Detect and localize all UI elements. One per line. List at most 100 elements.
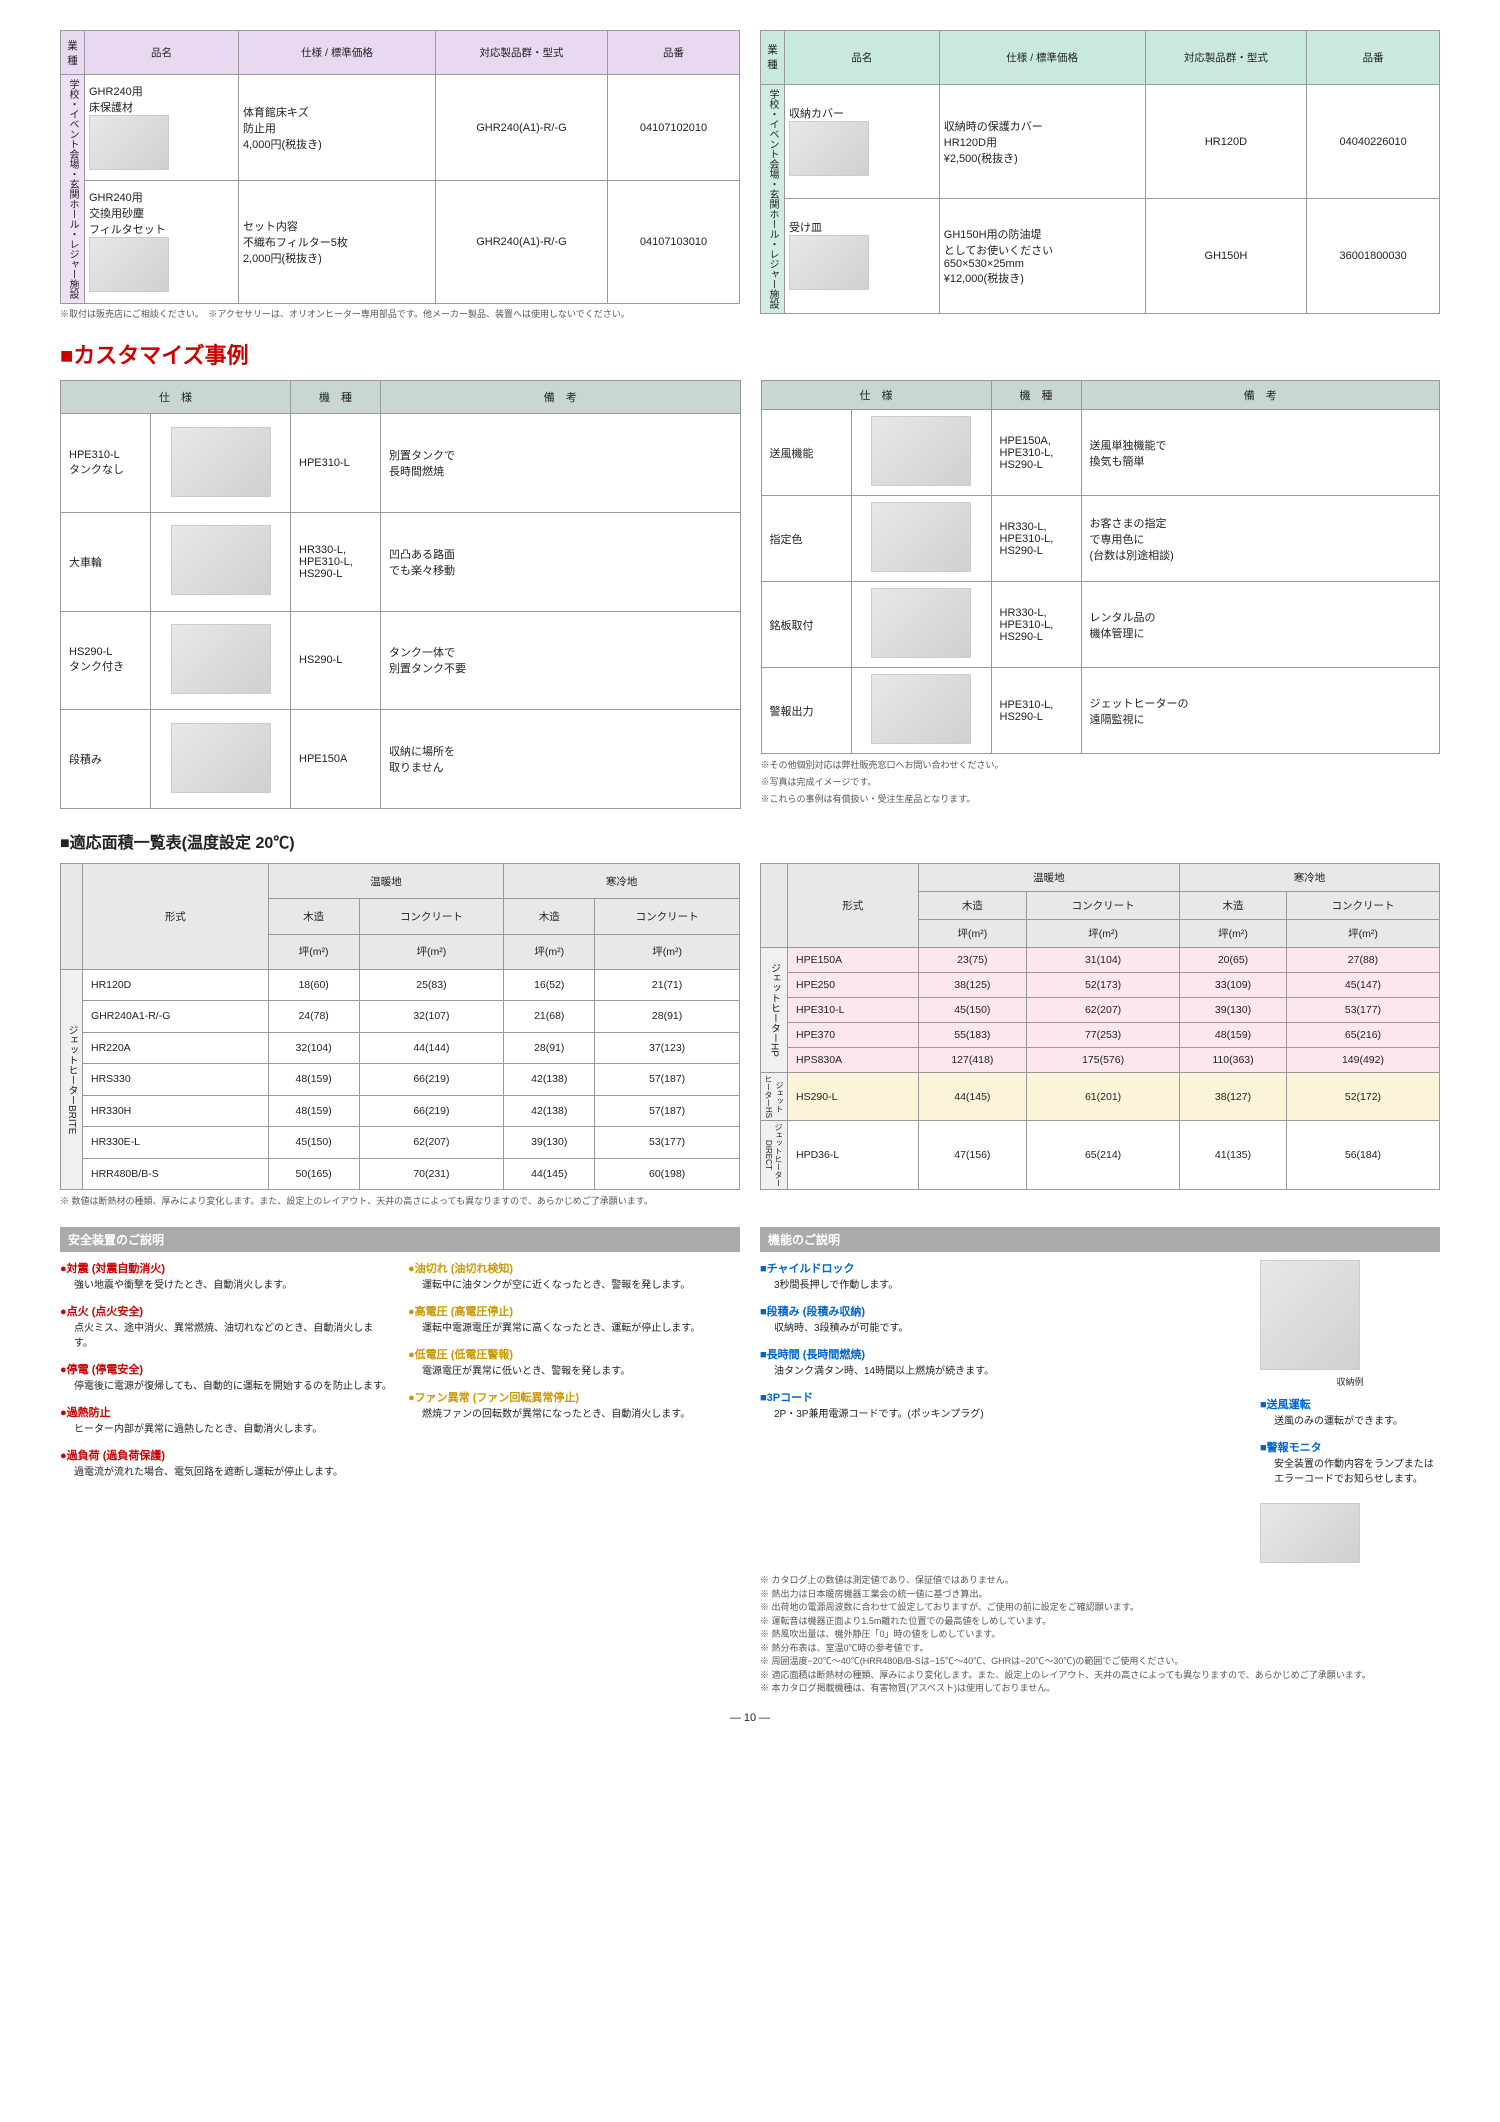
- func-item-head: ■3Pコード: [760, 1389, 1250, 1405]
- area-val: 48(159): [1180, 1023, 1287, 1048]
- area-val: 60(198): [595, 1158, 740, 1190]
- col-spec: 仕 様: [761, 381, 991, 410]
- col-model: 機 種: [991, 381, 1081, 410]
- area-val: 41(135): [1180, 1121, 1287, 1190]
- area-val: 31(104): [1027, 948, 1180, 973]
- area-val: 48(159): [268, 1064, 359, 1095]
- func-note-line: ※ 適応面積は断熱材の種類、厚みにより変化します。また、設定上のレイアウト、天井…: [760, 1669, 1440, 1683]
- area-model: HPE370: [788, 1023, 919, 1048]
- area-val: 38(127): [1180, 1073, 1287, 1121]
- custom-note: ジェットヒーターの遠隔監視に: [1081, 668, 1440, 754]
- safety-section: 安全装置のご説明 ●対震 (対震自動消火)強い地震や衝撃を受けたとき、自動消火し…: [60, 1227, 740, 1696]
- accessories-table-right: 業種 品名 仕様 / 標準価格 対応製品群・型式 品番 学校・イベント会場・玄関…: [760, 30, 1440, 314]
- custom-image: [871, 502, 971, 572]
- custom-model: HR330-L,HPE310-L,HS290-L: [291, 512, 381, 611]
- item-model: GHR240(A1)-R/-G: [435, 181, 607, 304]
- custom-image: [871, 416, 971, 486]
- area-val: 57(187): [595, 1064, 740, 1095]
- storage-image: [1260, 1260, 1360, 1370]
- safety-item-text: 強い地震や衝撃を受けたとき、自動消火します。: [74, 1278, 392, 1293]
- custom-spec: 警報出力: [761, 668, 851, 754]
- area-model: HRS330: [83, 1064, 269, 1095]
- custom-spec: 銘板取付: [761, 582, 851, 668]
- area-model: HS290-L: [788, 1073, 919, 1121]
- safety-item-head: ●点火 (点火安全): [60, 1303, 392, 1319]
- area-val: 57(187): [595, 1095, 740, 1126]
- col-model: 機 種: [291, 381, 381, 414]
- area-val: 42(138): [504, 1095, 595, 1126]
- col-num: 品番: [1307, 31, 1440, 85]
- custom-note: 収納に場所を取りません: [381, 710, 741, 809]
- item-spec: GH150H用の防油堤としてお使いください650×530×25mm¥12,000…: [939, 199, 1145, 314]
- area-model: HR220A: [83, 1032, 269, 1063]
- custom-image-cell: [851, 410, 991, 496]
- col-num: 品番: [608, 31, 740, 75]
- func-item-head: ■段積み (段積み収納): [760, 1303, 1250, 1319]
- safety-item-text: 停電後に電源が復帰しても、自動的に運転を開始するのを防止します。: [74, 1379, 392, 1394]
- area-val: 21(68): [504, 1001, 595, 1032]
- custom-image: [171, 525, 271, 595]
- area-note: ※ 数値は断熱材の種類、厚みにより変化します。また、設定上のレイアウト、天井の高…: [60, 1194, 1440, 1207]
- custom-note-line: ※写真は完成イメージです。: [761, 775, 1441, 788]
- area-val: 52(173): [1027, 973, 1180, 998]
- custom-model: HPE150A,HPE310-L,HS290-L: [991, 410, 1081, 496]
- area-model: HPD36-L: [788, 1121, 919, 1190]
- func-item-text: 2P・3P兼用電源コードです。(ポッキンプラグ): [774, 1407, 1250, 1422]
- area-model: HR120D: [83, 969, 269, 1000]
- col-model: 対応製品群・型式: [1145, 31, 1307, 85]
- area-model: HPE150A: [788, 948, 919, 973]
- area-val: 127(418): [918, 1048, 1026, 1073]
- area-model: HR330H: [83, 1095, 269, 1126]
- custom-image-cell: [151, 512, 291, 611]
- area-vheader: ジェットヒーターBRITE: [61, 969, 83, 1189]
- area-val: 47(156): [918, 1121, 1026, 1190]
- safety-item-head: ●停電 (停電安全): [60, 1361, 392, 1377]
- col-name: 品名: [785, 31, 940, 85]
- area-val: 62(207): [359, 1127, 504, 1158]
- area-val: 28(91): [504, 1032, 595, 1063]
- area-val: 24(78): [268, 1001, 359, 1032]
- col-category: 業種: [61, 31, 85, 75]
- area-val: 28(91): [595, 1001, 740, 1032]
- area-val: 175(576): [1027, 1048, 1180, 1073]
- safety-item-head: ●低電圧 (低電圧警報): [408, 1346, 740, 1362]
- item-model: HR120D: [1145, 84, 1307, 199]
- func-note-line: ※ 運転音は機器正面より1.5m離れた位置での最高値をしめしています。: [760, 1615, 1440, 1629]
- custom-image: [871, 588, 971, 658]
- func-notes: ※ カタログ上の数値は測定値であり、保証値ではありません。※ 熱出力は日本暖房機…: [760, 1574, 1440, 1696]
- col-model: 対応製品群・型式: [435, 31, 607, 75]
- func-item-text: 安全装置の作動内容をランプまたはエラーコードでお知らせします。: [1274, 1457, 1440, 1487]
- area-val: 52(172): [1286, 1073, 1439, 1121]
- area-val: 45(147): [1286, 973, 1439, 998]
- custom-note-line: ※その他個別対応は弊社販売窓口へお問い合わせください。: [761, 758, 1441, 771]
- custom-spec: 段積み: [61, 710, 151, 809]
- product-image: [789, 121, 869, 176]
- item-num: 04107103010: [608, 181, 740, 304]
- func-note-line: ※ 本カタログ掲載機種は、有害物質(アスベスト)は使用しておりません。: [760, 1682, 1440, 1696]
- area-val: 38(125): [918, 973, 1026, 998]
- area-val: 25(83): [359, 969, 504, 1000]
- area-val: 62(207): [1027, 998, 1180, 1023]
- area-model: HPE250: [788, 973, 919, 998]
- safety-item-head: ●過熱防止: [60, 1404, 392, 1420]
- func-item-text: 送風のみの運転ができます。: [1274, 1414, 1440, 1429]
- area-table-right: 形式 温暖地 寒冷地 木造コンクリート 木造コンクリート 坪(m²)坪(m²) …: [760, 863, 1440, 1190]
- custom-model: HPE310-L,HS290-L: [991, 668, 1081, 754]
- product-image: [89, 237, 169, 292]
- area-val: 45(150): [918, 998, 1026, 1023]
- item-spec: セット内容不織布フィルター5枚2,000円(税抜き): [238, 181, 435, 304]
- item-model: GH150H: [1145, 199, 1307, 314]
- custom-spec: 指定色: [761, 496, 851, 582]
- area-val: 53(177): [595, 1127, 740, 1158]
- custom-spec: 送風機能: [761, 410, 851, 496]
- func-item-text: 収納時、3段積みが可能です。: [774, 1321, 1250, 1336]
- area-val: 66(219): [359, 1095, 504, 1126]
- safety-item-head: ●ファン異常 (ファン回転異常停止): [408, 1389, 740, 1405]
- custom-table-right: 仕 様機 種備 考 送風機能HPE150A,HPE310-L,HS290-L送風…: [761, 380, 1441, 754]
- area-title: ■適応面積一覧表(温度設定 20℃): [60, 829, 1440, 853]
- area-val: 32(107): [359, 1001, 504, 1032]
- custom-note: お客さまの指定で専用色に(台数は別途相談): [1081, 496, 1440, 582]
- func-note-line: ※ 熱風吹出量は、機外静圧「0」時の値をしめしています。: [760, 1628, 1440, 1642]
- area-val: 77(253): [1027, 1023, 1180, 1048]
- item-name: 収納カバー: [785, 84, 940, 199]
